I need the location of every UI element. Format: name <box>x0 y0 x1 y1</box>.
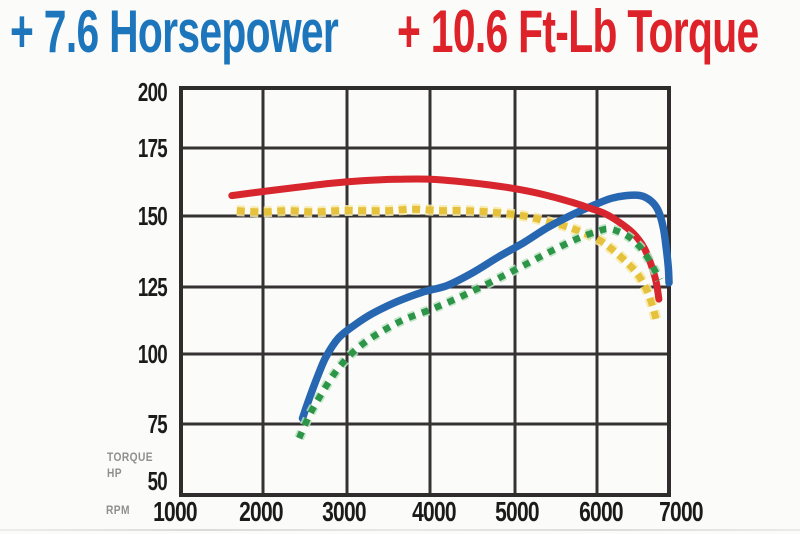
x-tick-label-4000: 4000 <box>412 496 456 527</box>
torque-gain-title: + 10.6 Ft-Lb Torque <box>397 0 759 65</box>
y-tick-label-100: 100 <box>137 339 168 369</box>
x-tick-label-7000: 7000 <box>659 496 703 527</box>
x-tick-label-6000: 6000 <box>579 496 623 527</box>
torque-axis-label: TORQUE <box>107 450 154 464</box>
y-tick-label-200: 200 <box>137 77 168 107</box>
curve-hp-before-halo <box>294 223 665 441</box>
y-tick-label-150: 150 <box>137 201 168 231</box>
y-tick-label-175: 175 <box>137 133 168 163</box>
y-tick-label-50: 50 <box>147 466 168 496</box>
rpm-axis-label: RPM <box>106 503 130 517</box>
curve-torque-before <box>236 205 660 320</box>
hp-axis-label: HP <box>107 466 123 480</box>
y-tick-label-75: 75 <box>147 409 168 439</box>
x-tick-label-5000: 5000 <box>495 496 539 527</box>
x-tick-label-3000: 3000 <box>322 496 366 527</box>
curve-hp-before <box>296 225 663 440</box>
x-tick-label-1000: 1000 <box>153 496 197 527</box>
curve-hp-after <box>298 191 673 423</box>
scan-edge-artifact <box>0 529 800 531</box>
y-tick-label-125: 125 <box>137 272 168 302</box>
curve-torque-after <box>228 175 663 303</box>
horsepower-gain-title: + 7.6 Horsepower <box>10 0 339 65</box>
x-tick-label-2000: 2000 <box>239 496 283 527</box>
curve-torque-before-halo <box>236 203 662 321</box>
plot-border <box>179 86 671 497</box>
